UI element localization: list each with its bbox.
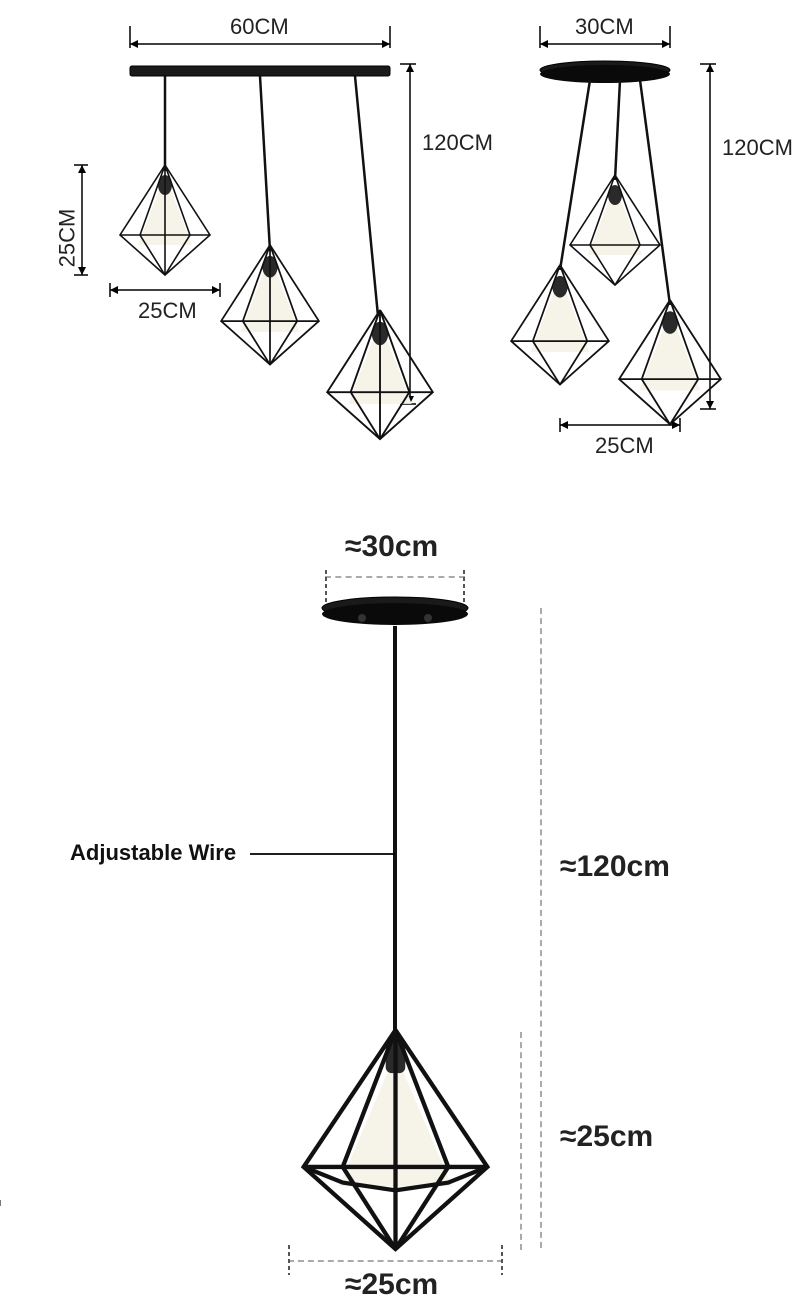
- dash-120cm: [540, 608, 542, 1248]
- brand-logo: HOMHI: [0, 1129, 6, 1232]
- dash-30cm: [325, 576, 465, 578]
- rcage-left: [500, 265, 620, 390]
- annot-line: [250, 852, 395, 856]
- label-30cm: 30CM: [575, 14, 634, 40]
- single-wire: [391, 626, 399, 1046]
- single-cage: [288, 1030, 503, 1255]
- cage-1: [110, 165, 220, 280]
- panel-linear-3pendant: 60CM 120CM 25CM: [60, 20, 460, 460]
- dash-25h: [520, 1032, 522, 1250]
- label-25w-round: 25CM: [595, 433, 654, 459]
- panel-round-3pendant: 30CM 120CM: [500, 20, 780, 460]
- logo-bulb-icon: [0, 1192, 2, 1214]
- dash-25w: [288, 1260, 503, 1262]
- dim-25w: [110, 280, 220, 300]
- rcage-right: [605, 300, 735, 430]
- product-dimension-infographic: 60CM 120CM 25CM: [0, 0, 800, 1312]
- label-25h: 25CM: [54, 209, 80, 268]
- tick-25w-r: [498, 1245, 506, 1275]
- label-25w-big: ≈25cm: [345, 1268, 438, 1302]
- panel-single-pendant: ≈30cm Adjustable Wire: [100, 540, 700, 1280]
- label-60cm: 60CM: [230, 14, 289, 40]
- single-mount: [322, 596, 468, 630]
- tick-25w-l: [285, 1245, 293, 1275]
- label-25w: 25CM: [138, 298, 197, 324]
- cage-3: [315, 310, 445, 445]
- label-adjustable-wire: Adjustable Wire: [70, 840, 236, 866]
- label-120cm-linear: 120CM: [422, 130, 493, 156]
- label-25h-big: ≈25cm: [560, 1120, 653, 1154]
- label-120cm-big: ≈120cm: [560, 850, 670, 884]
- dim-25w-round: [560, 415, 680, 435]
- label-120cm-round: 120CM: [722, 135, 793, 161]
- label-30cm-big: ≈30cm: [345, 530, 438, 564]
- cage-2: [210, 245, 330, 370]
